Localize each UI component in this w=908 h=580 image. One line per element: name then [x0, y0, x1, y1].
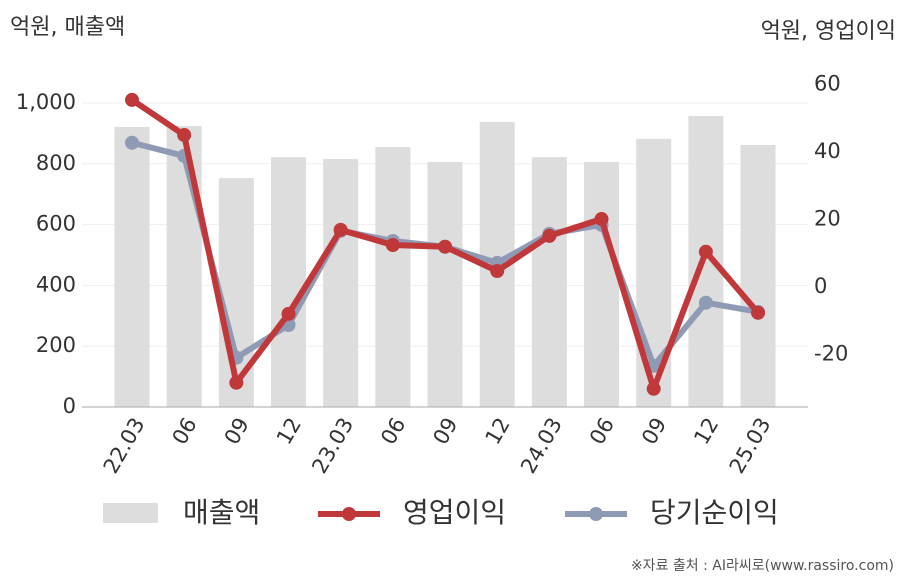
marker — [438, 239, 453, 254]
x-tick-label: 06 — [585, 414, 619, 449]
y2-tick-label: 20 — [814, 206, 841, 230]
x-tick-label: 23.03 — [307, 414, 358, 478]
y-tick-label: 400 — [36, 272, 76, 296]
marker — [698, 244, 713, 259]
marker — [125, 92, 139, 107]
legend-label: 당기순이익 — [650, 496, 779, 529]
marker — [594, 212, 609, 227]
legend-marker — [342, 507, 356, 521]
bar — [114, 127, 150, 407]
y-tick-label: 1,000 — [16, 90, 76, 114]
y2-tick-label: 60 — [814, 71, 841, 95]
marker — [646, 381, 661, 396]
marker — [333, 222, 348, 237]
marker — [177, 128, 192, 143]
bar — [427, 161, 463, 407]
legend-marker — [589, 507, 603, 521]
x-tick-label: 25.03 — [725, 414, 776, 478]
source: ※자료 출처 : AI라씨로(www.rassiro.com) — [631, 558, 894, 574]
x-tick-label: 12 — [481, 414, 515, 449]
bar — [740, 144, 776, 407]
legend-label: 영업이익 — [403, 496, 506, 529]
marker — [490, 264, 505, 279]
x-tick-label: 06 — [168, 414, 202, 449]
bar — [375, 147, 411, 407]
legend-swatch — [103, 503, 158, 523]
bar — [271, 157, 307, 407]
x-tick-label: 24.03 — [516, 414, 567, 478]
legend-label: 매출액 — [183, 496, 260, 529]
bar — [531, 157, 567, 407]
marker — [751, 305, 766, 320]
y2-tick-label: 0 — [814, 274, 827, 298]
bar — [166, 126, 202, 408]
marker — [229, 375, 244, 390]
y-tick-label: 200 — [36, 333, 76, 357]
y2-tick-label: -20 — [814, 341, 848, 365]
x-tick-label: 12 — [689, 414, 723, 449]
x-tick-label: 06 — [376, 414, 410, 449]
marker — [385, 238, 400, 253]
x-tick-label: 12 — [272, 414, 306, 449]
y-tick-label: 0 — [63, 394, 76, 418]
marker — [542, 228, 557, 243]
bar — [323, 158, 359, 407]
marker — [698, 295, 713, 310]
x-tick-label: 22.03 — [99, 414, 150, 478]
y-tick-label: 800 — [36, 151, 76, 175]
y2-axis-label: 억원, 영업이익 — [761, 19, 896, 44]
x-tick-label: 09 — [428, 414, 462, 449]
x-tick-label: 09 — [220, 414, 254, 449]
x-tick-label: 09 — [637, 414, 671, 449]
y-axis-label: 억원, 매출액 — [10, 15, 125, 40]
y2-tick-label: 40 — [814, 139, 841, 163]
bar — [584, 161, 620, 407]
marker — [281, 306, 296, 321]
marker — [125, 135, 139, 150]
y-tick-label: 600 — [36, 212, 76, 236]
